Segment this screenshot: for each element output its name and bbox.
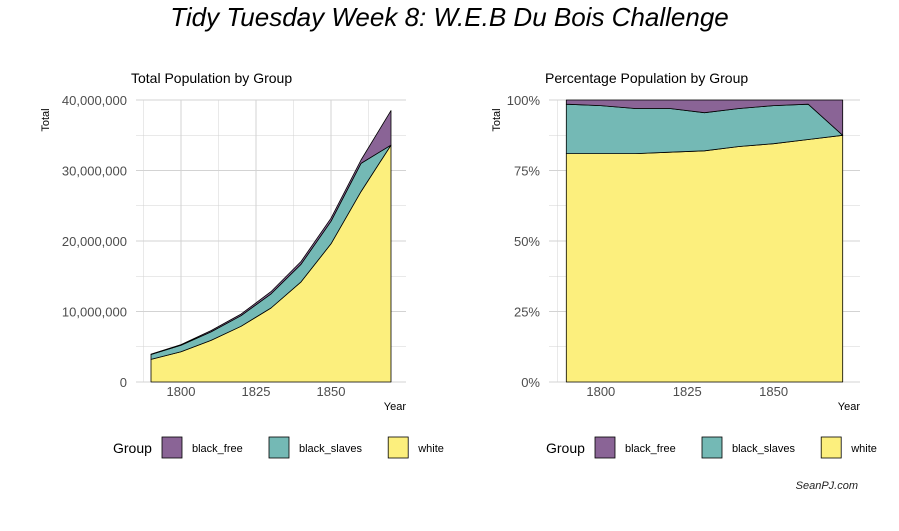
legend-label-black-free: black_free — [192, 443, 243, 455]
y-tick-label: 25% — [514, 305, 540, 320]
y-tick-label: 75% — [514, 164, 540, 179]
legend-swatch-white — [820, 436, 842, 459]
area-black-free — [150, 110, 392, 355]
x-tick-label: 1800 — [167, 384, 196, 399]
main-title: Tidy Tuesday Week 8: W.E.B Du Bois Chall… — [170, 2, 729, 32]
area-black-free — [565, 99, 844, 136]
x-tick-label: 1850 — [317, 384, 346, 399]
legend-swatch-black-slaves — [701, 436, 723, 459]
y-axis-label: Total — [40, 108, 52, 131]
legend-swatch-white — [387, 436, 409, 459]
x-axis-label: Year — [384, 401, 407, 413]
legend-label-white: white — [850, 443, 877, 455]
y-tick-label: 0% — [521, 375, 540, 390]
credit-text: SeanPJ.com — [795, 480, 858, 492]
y-tick-label: 0 — [120, 375, 127, 390]
legend: Group black_free black_slaves white — [113, 436, 444, 459]
chart-panel-2: Percentage Population by Group Year Total 0… — [491, 70, 877, 459]
legend-title: Group — [546, 440, 585, 456]
y-tick-label: 20,000,000 — [62, 234, 127, 249]
legend-label-black-slaves: black_slaves — [732, 443, 795, 455]
y-tick-label: 100% — [507, 93, 541, 108]
legend-swatch-black-free — [594, 436, 616, 459]
legend-swatch-black-free — [161, 436, 183, 459]
x-tick-label: 1825 — [242, 384, 271, 399]
y-tick-label: 30,000,000 — [62, 164, 127, 179]
y-tick-label: 10,000,000 — [62, 305, 127, 320]
y-tick-label: 40,000,000 — [62, 93, 127, 108]
legend-label-black-slaves: black_slaves — [299, 443, 362, 455]
legend-label-white: white — [417, 443, 444, 455]
chart-title: Total Population by Group — [131, 70, 292, 86]
legend-label-black-free: black_free — [625, 443, 676, 455]
x-tick-label: 1825 — [673, 384, 702, 399]
stacked-areas — [150, 110, 392, 383]
x-axis-label: Year — [838, 401, 861, 413]
chart-panel-1: Total Population by Group Year Total 0 10,00… — [40, 70, 444, 459]
y-axis-label: Total — [491, 108, 503, 131]
area-white — [565, 134, 844, 383]
y-tick-label: 50% — [514, 234, 540, 249]
stacked-areas — [565, 99, 844, 383]
chart-title: Percentage Population by Group — [545, 70, 748, 86]
x-tick-label: 1850 — [759, 384, 788, 399]
x-tick-label: 1800 — [586, 384, 615, 399]
legend-title: Group — [113, 440, 152, 456]
legend: Group black_free black_slaves white — [546, 436, 877, 459]
legend-swatch-black-slaves — [268, 436, 290, 459]
